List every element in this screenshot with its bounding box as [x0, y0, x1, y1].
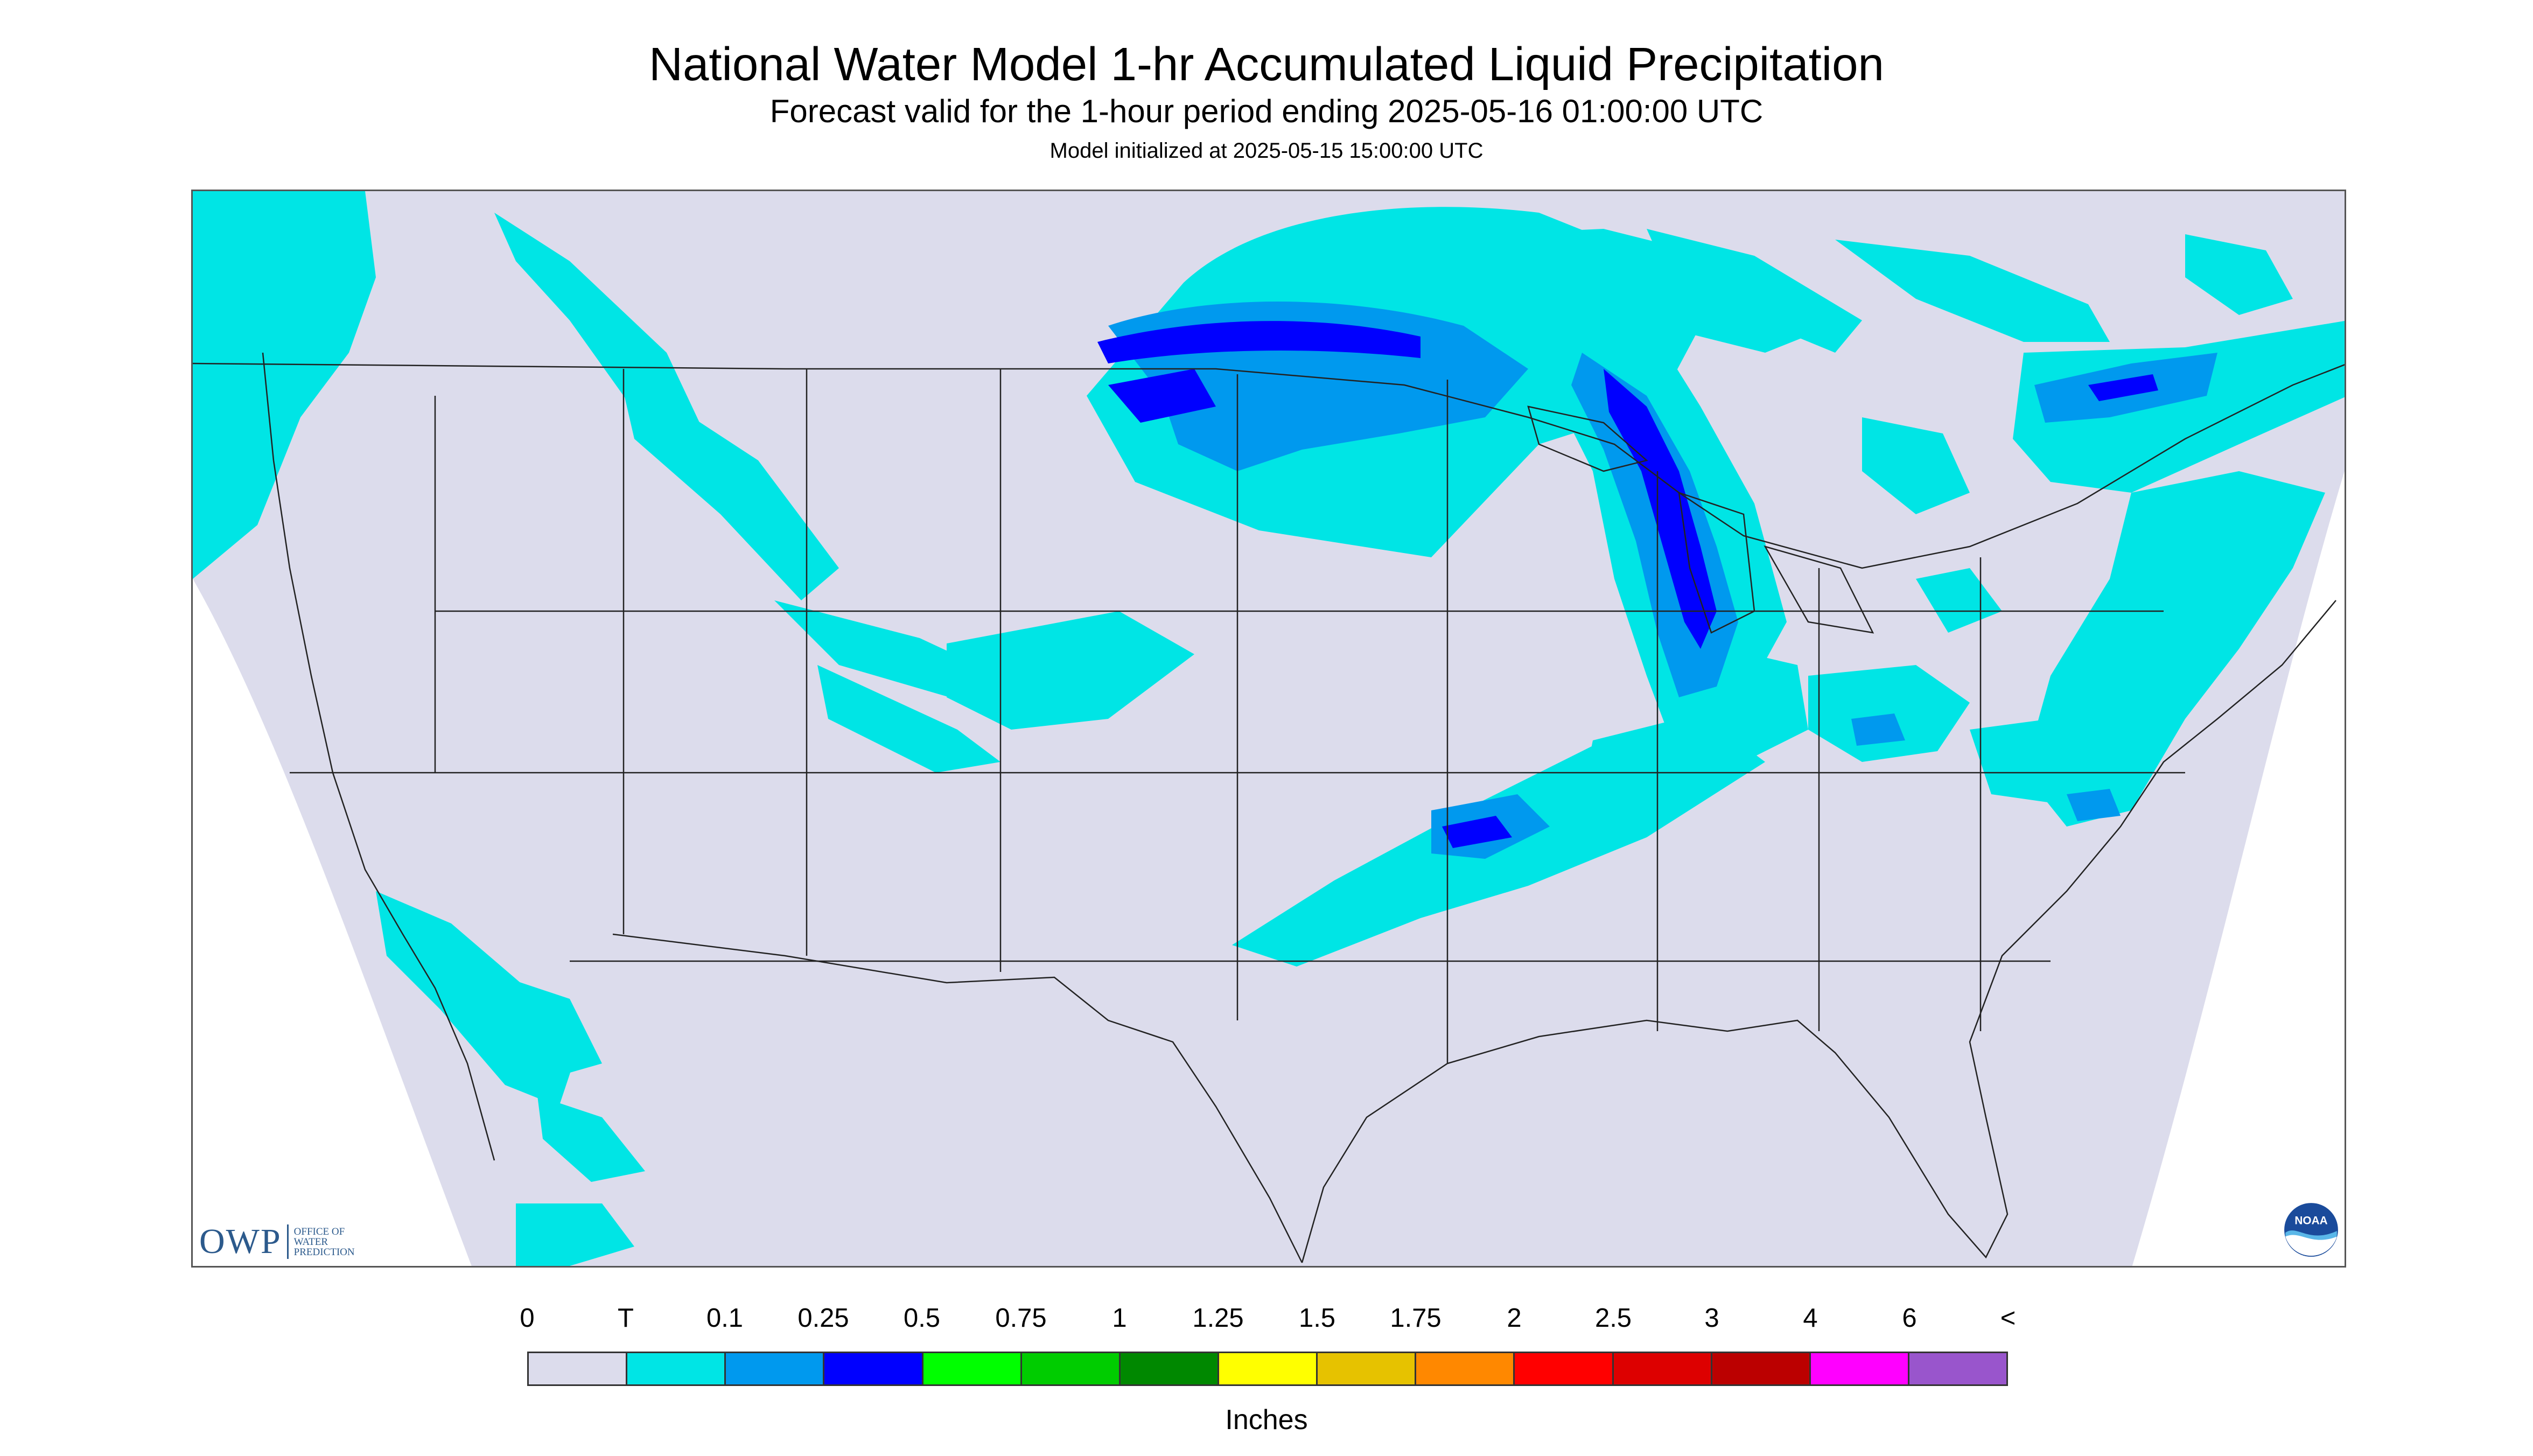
- legend-swatch: [1021, 1353, 1121, 1384]
- legend-swatch: [627, 1353, 726, 1384]
- legend-swatch: [1515, 1353, 1614, 1384]
- legend-label: <: [2000, 1304, 2016, 1333]
- page-subtitle: Forecast valid for the 1-hour period end…: [769, 93, 1764, 129]
- legend-swatch: [529, 1353, 628, 1384]
- noaa-logo-text: NOAA: [2294, 1215, 2327, 1227]
- legend-label: 2: [1507, 1304, 1522, 1333]
- legend-label: 4: [1803, 1304, 1818, 1333]
- legend-swatch: [1909, 1353, 2007, 1384]
- legend-swatch: [923, 1353, 1022, 1384]
- legend-swatch: [1416, 1353, 1515, 1384]
- owp-logo-text: OWP: [199, 1222, 282, 1261]
- great-lakes: [1527, 405, 1874, 634]
- legend-swatch: [1712, 1353, 1811, 1384]
- owp-logo-divider: [286, 1224, 289, 1259]
- legend-labels: 0 T 0.1 0.25 0.5 0.75 1 1.25 1.5 1.75 2 …: [0, 1303, 2533, 1341]
- state-line: [434, 369, 1982, 1063]
- owp-line-2: WATER: [293, 1236, 328, 1248]
- legend-label: 0.75: [995, 1304, 1047, 1333]
- legend-swatch: [1318, 1353, 1417, 1384]
- map-boundaries: [193, 352, 2345, 1263]
- legend-label: 1.75: [1390, 1304, 1442, 1333]
- legend-label: 3: [1704, 1304, 1719, 1333]
- precipitation-map: [191, 190, 2346, 1268]
- legend-label: T: [618, 1304, 634, 1333]
- mexico-border: [612, 933, 1303, 1263]
- legend-swatch: [1219, 1353, 1318, 1384]
- map-canvas: [193, 191, 2345, 1266]
- model-init-text: Model initialized at 2025-05-15 15:00:00…: [1049, 139, 1484, 163]
- precip-heavy-areas: [1097, 321, 2158, 848]
- owp-logo-subtext: OFFICE OF WATER PREDICTION: [294, 1227, 355, 1257]
- page-title: National Water Model 1-hr Accumulated Li…: [649, 38, 1884, 90]
- legend-label: 0.1: [706, 1304, 744, 1333]
- legend-swatch: [726, 1353, 825, 1384]
- legend-units: Inches: [1225, 1404, 1308, 1436]
- legend-swatch: [1810, 1353, 1909, 1384]
- legend-label: 0: [520, 1304, 535, 1333]
- legend-label: 2.5: [1594, 1304, 1632, 1333]
- legend-swatch: [824, 1353, 923, 1384]
- west-coastline: [262, 352, 495, 1161]
- legend-label: 1: [1112, 1304, 1127, 1333]
- owp-line-1: OFFICE OF: [293, 1226, 345, 1237]
- owp-line-3: PREDICTION: [293, 1246, 355, 1258]
- legend-swatch: [1613, 1353, 1712, 1384]
- legend-label: 1.25: [1192, 1304, 1244, 1333]
- noaa-logo-icon: NOAA: [2284, 1203, 2338, 1257]
- owp-logo: OWP OFFICE OF WATER PREDICTION: [199, 1221, 355, 1262]
- legend-label: 0.5: [903, 1304, 941, 1333]
- legend-label: 0.25: [797, 1304, 849, 1333]
- legend-swatch: [1120, 1353, 1219, 1384]
- canada-border: [193, 362, 2345, 569]
- state-line: [290, 610, 2185, 962]
- legend-label: 6: [1902, 1304, 1917, 1333]
- gulf-coastline: [1301, 600, 2336, 1263]
- legend-color-bar: [527, 1352, 2008, 1386]
- legend-label: 1.5: [1298, 1304, 1336, 1333]
